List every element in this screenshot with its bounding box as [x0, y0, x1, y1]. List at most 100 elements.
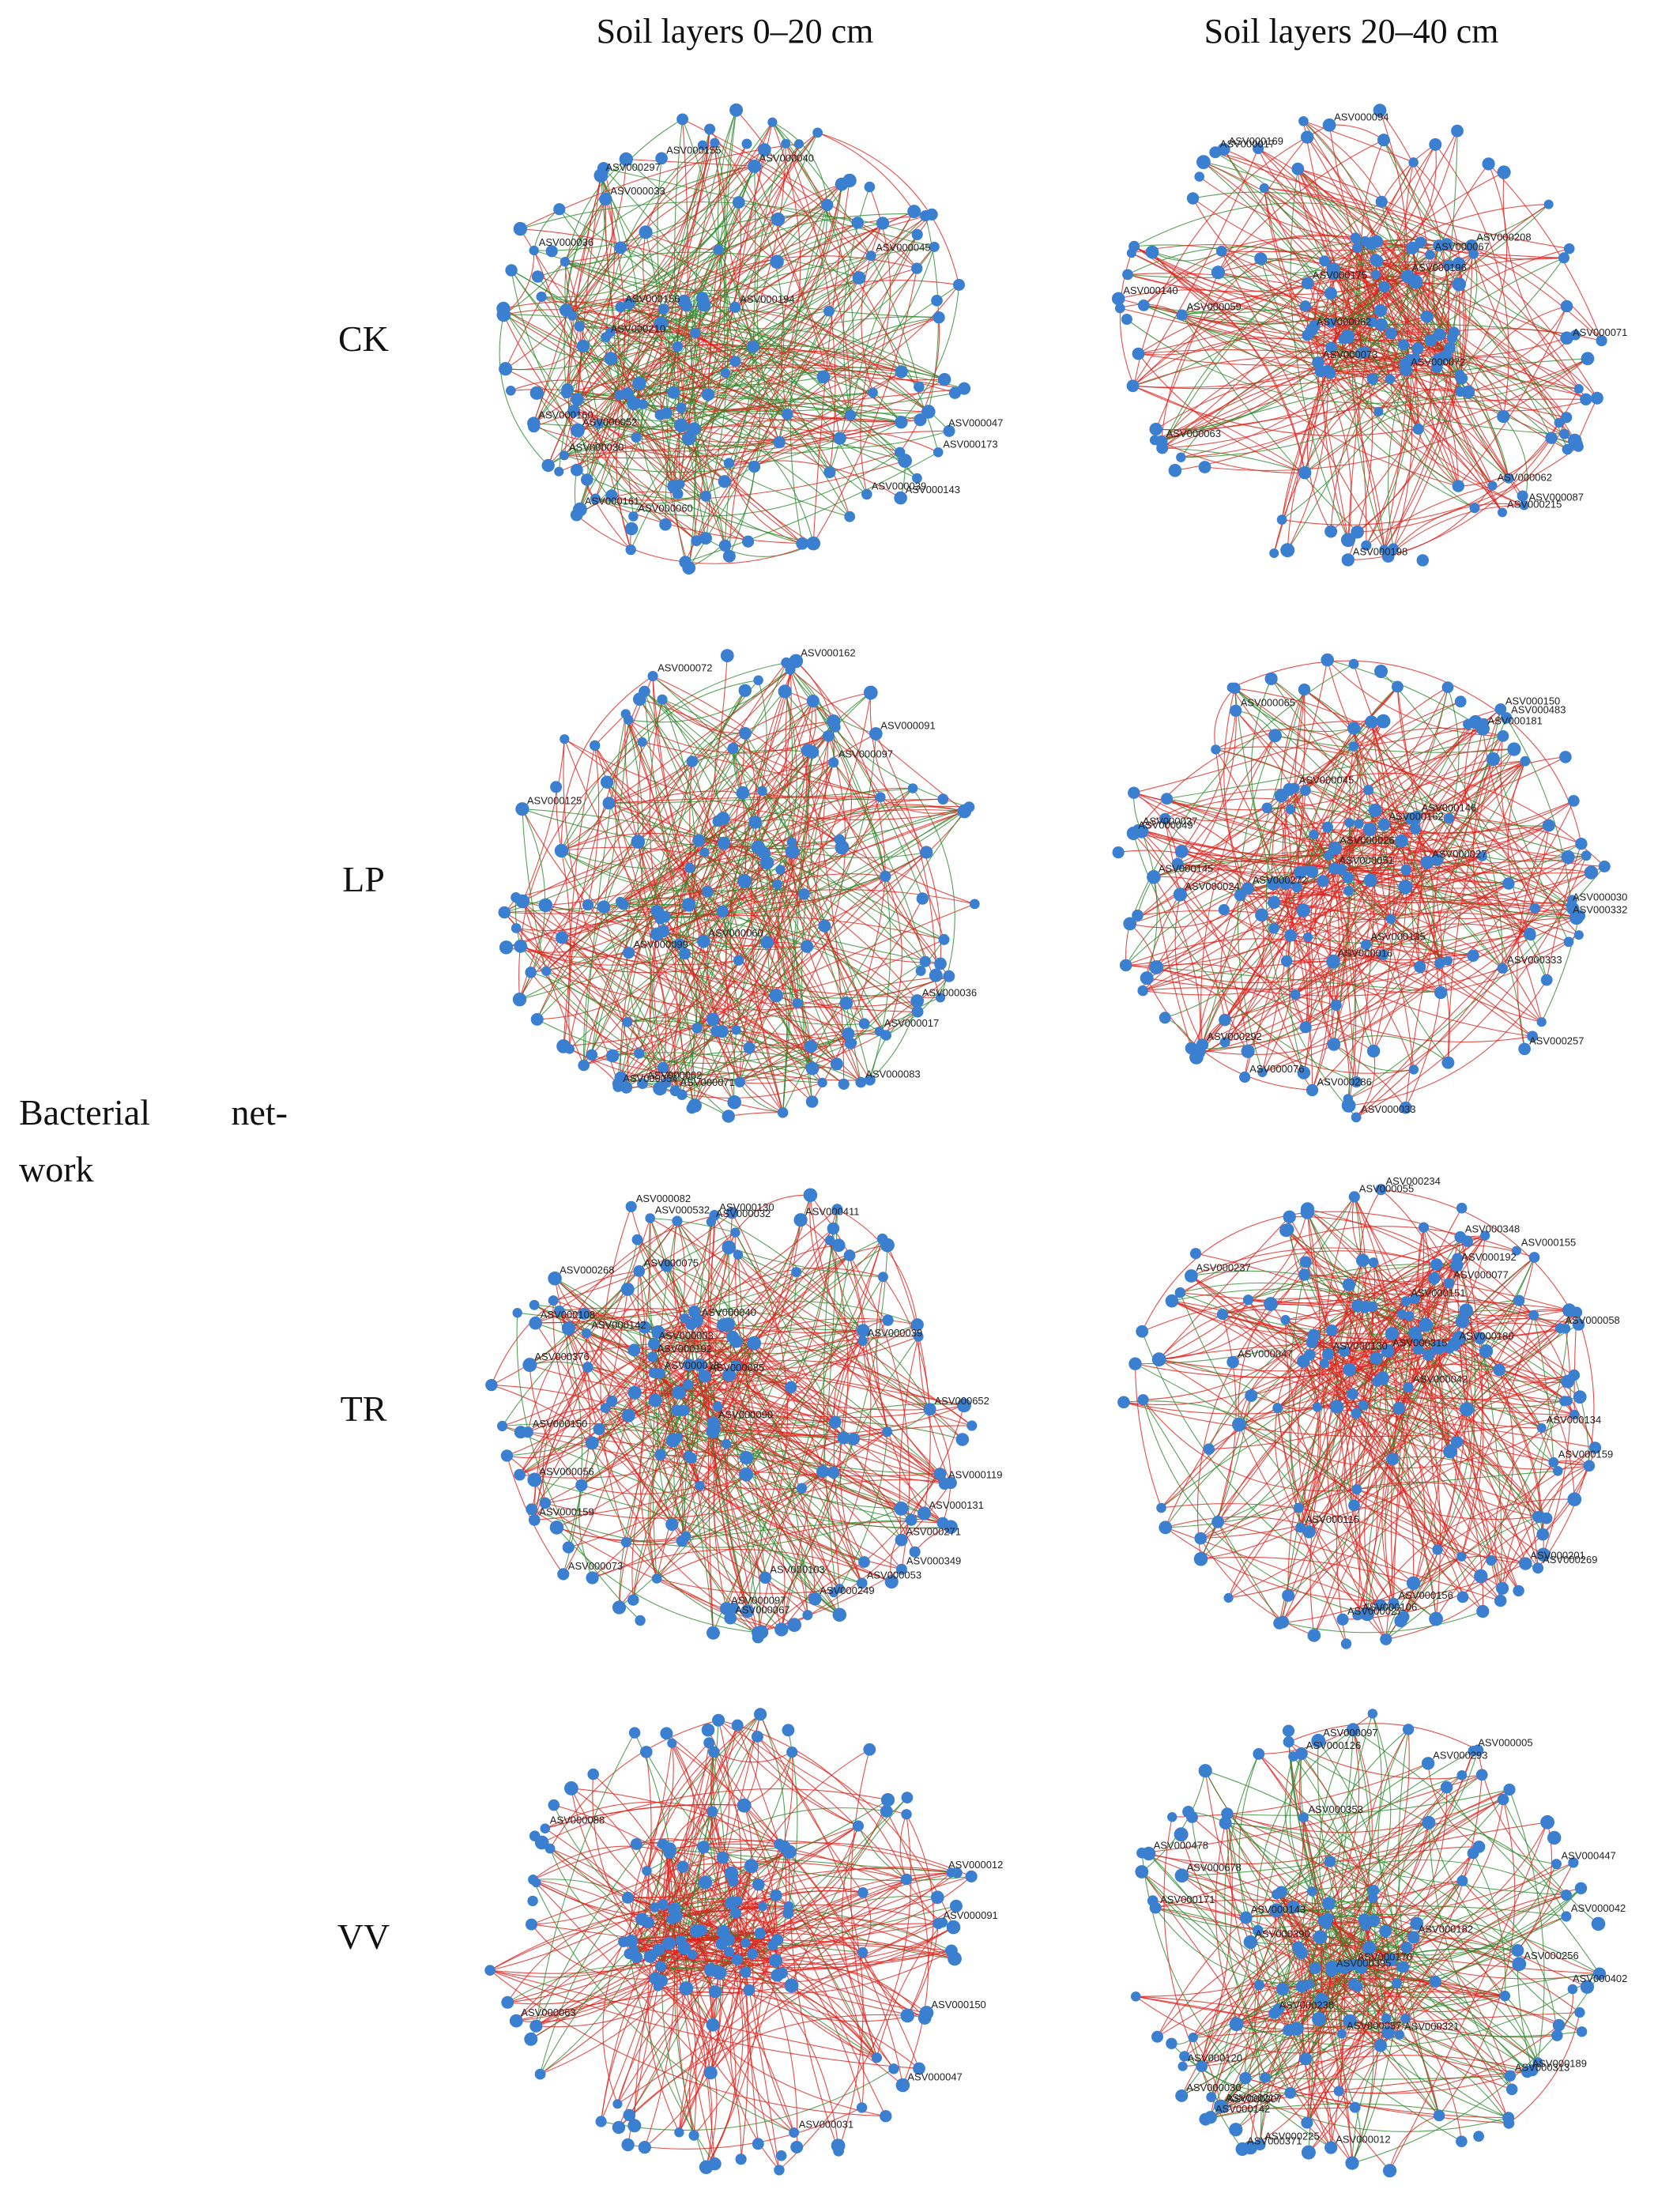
network-edge: [626, 158, 755, 167]
network-node: [514, 939, 528, 953]
node-label: ASV000150: [1505, 695, 1560, 707]
network-edge: [669, 1848, 958, 1874]
network-edge: [659, 308, 690, 568]
network-node: [1219, 1816, 1232, 1830]
network-node: [1411, 342, 1424, 355]
node-label: ASV000376: [534, 1351, 589, 1362]
network-edge: [1498, 1312, 1577, 1370]
network-node: [1145, 245, 1159, 259]
network-edge: [639, 1271, 655, 1344]
network-edge: [576, 316, 940, 471]
network-edge: [1225, 1822, 1332, 1969]
network-edge: [1373, 1729, 1410, 1921]
network-node: [513, 221, 528, 236]
network-node: [774, 2165, 785, 2176]
network-node: [943, 424, 955, 437]
network-edge: [1331, 322, 1407, 365]
network-node: [1398, 339, 1410, 351]
network-edge: [1180, 346, 1332, 458]
network-edge: [1331, 686, 1398, 869]
network-edge: [777, 873, 886, 885]
network-node: [784, 1978, 799, 1993]
network-edge: [1353, 728, 1543, 1023]
network-node: [605, 489, 618, 502]
network-node: [647, 1351, 658, 1362]
network-node: [1325, 341, 1337, 353]
network-edge: [1349, 1306, 1374, 1370]
node-label: ASV000071: [680, 1076, 735, 1088]
network-node: [1432, 352, 1446, 367]
network-edge: [710, 1973, 722, 2073]
network-edge: [1381, 144, 1436, 202]
node-label: ASV000106: [1362, 1601, 1417, 1613]
network-edge: [1328, 1902, 1520, 1965]
network-node: [687, 1950, 698, 1960]
network-edge: [545, 891, 708, 972]
network-node: [1360, 236, 1370, 247]
network-node: [1561, 1911, 1572, 1922]
network-node: [587, 1768, 599, 1781]
network-edge: [694, 762, 835, 1106]
network-node: [1433, 328, 1446, 341]
network-node: [712, 1401, 723, 1412]
network-edge: [679, 298, 703, 484]
network-edge: [533, 149, 765, 427]
network-edge: [789, 669, 965, 812]
network-edge: [681, 1519, 912, 1542]
network-edge: [735, 1194, 811, 1233]
network-edge: [1181, 257, 1565, 458]
network-edge: [1357, 247, 1568, 450]
network-edge: [1285, 1320, 1437, 1619]
network-edge: [644, 691, 887, 1036]
network-edge: [1277, 1342, 1313, 1408]
network-edge: [747, 1238, 884, 1611]
network-edge: [1430, 334, 1459, 487]
network-edge: [912, 788, 955, 998]
network-edge: [1118, 850, 1275, 903]
network-edge: [595, 451, 901, 517]
network-node: [1371, 255, 1384, 267]
network-edge: [544, 1801, 785, 1848]
network-edge: [733, 1880, 789, 1907]
network-node: [1306, 1083, 1319, 1097]
network-edge: [1155, 281, 1416, 441]
network-node: [595, 2116, 607, 2127]
network-node: [1562, 1303, 1577, 1317]
network-ck-0-20: ASV000173 ASV000143 ASV000161 ASV000036 ASV0…: [450, 87, 1019, 593]
network-edge: [694, 205, 828, 430]
node-label: ASV000108: [541, 1309, 595, 1321]
network-node: [622, 1016, 633, 1027]
network-node: [676, 1535, 688, 1547]
network-node: [509, 2014, 523, 2028]
node-label: ASV000180: [1459, 1330, 1513, 1342]
network-node: [1479, 1344, 1494, 1358]
network-edge: [654, 1343, 840, 1615]
network-node: [614, 241, 627, 254]
network-edge: [812, 700, 891, 1080]
network-edge: [1303, 120, 1414, 163]
network-edge: [1151, 251, 1332, 323]
network-node: [925, 208, 938, 220]
network-node: [581, 473, 593, 486]
network-edge: [1296, 687, 1449, 887]
network-edge: [755, 762, 835, 823]
network-node: [923, 1403, 936, 1416]
network-edge: [635, 386, 788, 415]
network-edges: [1118, 659, 1605, 1118]
network-node: [655, 152, 668, 165]
node-label: ASV000146: [1422, 802, 1476, 814]
network-edge: [511, 269, 666, 526]
network-edge: [1347, 825, 1550, 1099]
network-edge: [1408, 358, 1459, 487]
network-edge: [1275, 735, 1514, 753]
network-edge: [1356, 1278, 1435, 1490]
network-edge: [1366, 485, 1493, 546]
network-node: [929, 968, 943, 982]
network-edge: [665, 1733, 695, 1867]
network-edge: [1174, 894, 1203, 1046]
network-node: [1467, 1847, 1479, 1860]
network-node: [1341, 553, 1355, 567]
node-label: ASV000181: [1488, 714, 1543, 726]
node-label: ASV000332: [1573, 903, 1627, 915]
network-edge: [619, 367, 955, 396]
